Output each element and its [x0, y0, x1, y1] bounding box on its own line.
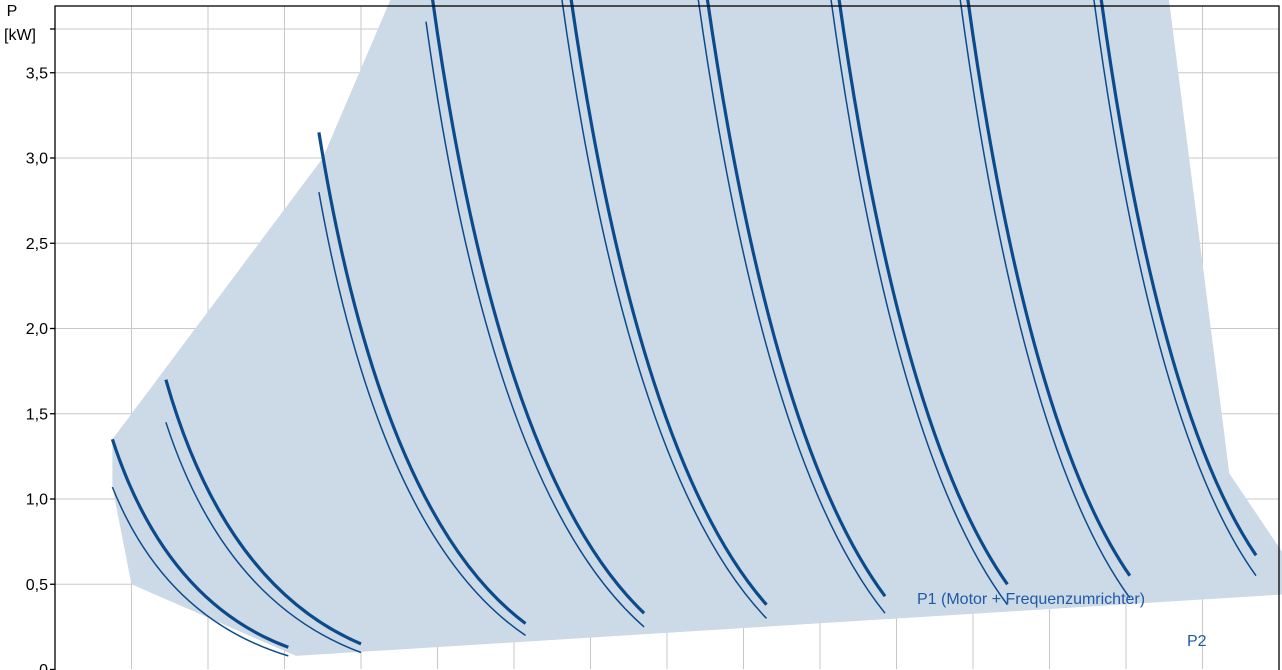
y-tick-label: 1,5 [26, 406, 48, 423]
y-tick-label: 3,0 [26, 151, 48, 168]
operating-range-area [112, 0, 1282, 656]
p1-curve-1 [110, 438, 289, 649]
y-axis-ticks: 00,51,01,52,02,53,03,54,04,55,05,56,06,5… [26, 28, 55, 670]
p1-curve-3 [317, 132, 527, 625]
p1-curve-6 [705, 0, 887, 598]
p2-curve-6 [697, 0, 886, 614]
p2-series-label: P2 [1187, 633, 1207, 650]
p1-curve-8 [966, 0, 1132, 577]
y-tick-label: 1,0 [26, 492, 48, 509]
p1-series-label: P1 (Motor + Frequenzumrichter) [917, 591, 1145, 608]
p2-curve-2 [165, 422, 362, 654]
p1-curve-5 [569, 0, 768, 606]
p2-curve-3 [318, 191, 526, 637]
p2-curve-4 [425, 21, 645, 628]
power-curves [110, 0, 1258, 657]
plot-frame [54, 5, 1280, 670]
y-axis-label: P [7, 3, 18, 20]
plot-border [54, 5, 1280, 670]
y-tick-label: 2,0 [26, 321, 48, 338]
p2-curve-7 [830, 0, 1008, 606]
y-tick-label: 0 [39, 662, 48, 670]
p2-curve-8 [959, 0, 1131, 599]
y-axis-unit: [kW] [4, 27, 36, 44]
p1-curve-9 [1099, 0, 1258, 557]
y-tick-label: 0,5 [26, 577, 48, 594]
y-tick-label: 2,5 [26, 236, 48, 253]
p2-curve-9 [1093, 0, 1257, 577]
p1-curve-4 [431, 0, 646, 615]
p2-curve-5 [561, 0, 768, 619]
p1-curve-2 [164, 379, 362, 646]
y-tick-label: 3,5 [26, 65, 48, 82]
p1-curve-7 [837, 0, 1009, 586]
p2-curve-1 [111, 486, 289, 657]
